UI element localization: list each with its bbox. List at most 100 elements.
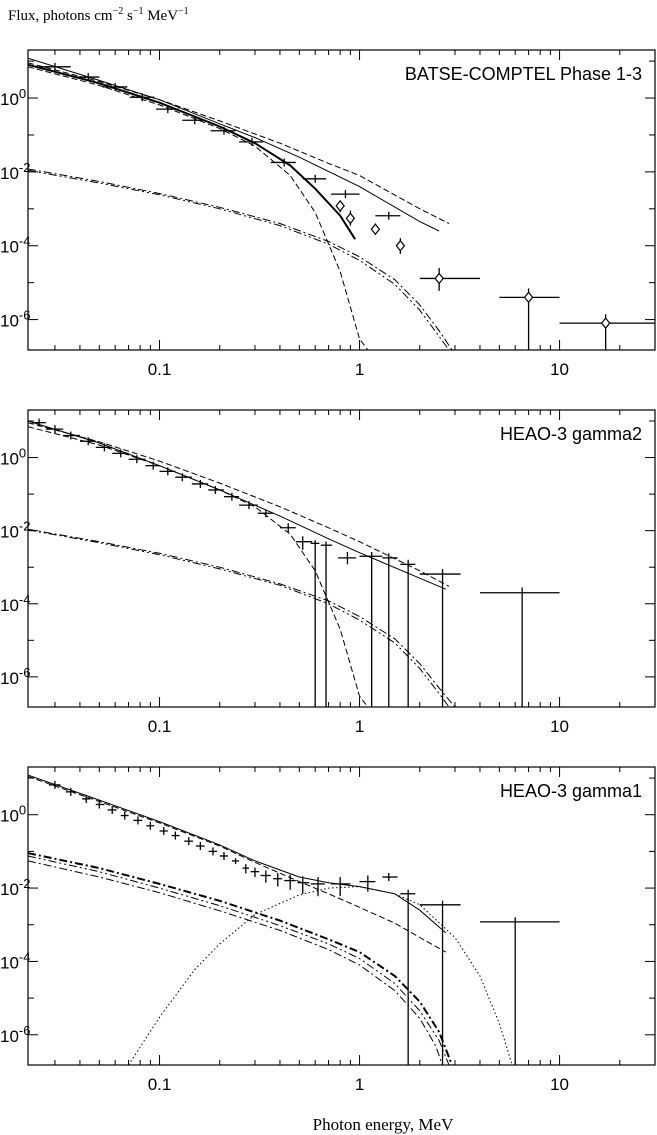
x-tick-label: 10 bbox=[550, 717, 569, 736]
data-point bbox=[239, 501, 258, 510]
data-point bbox=[182, 116, 206, 125]
model-curve-solid-thick bbox=[28, 63, 356, 240]
data-point bbox=[208, 485, 224, 494]
data-point bbox=[257, 509, 274, 518]
plot-area bbox=[28, 57, 655, 350]
data-point bbox=[107, 805, 117, 814]
data-point bbox=[382, 553, 398, 707]
data-point bbox=[231, 858, 240, 865]
data-point bbox=[400, 889, 416, 1065]
panel-title: HEAO-3 gamma2 bbox=[500, 424, 642, 444]
data-point bbox=[310, 877, 325, 897]
data-point bbox=[359, 875, 376, 892]
x-tick-label: 10 bbox=[550, 1075, 569, 1094]
data-point bbox=[102, 82, 128, 91]
data-point bbox=[95, 443, 113, 452]
x-tick-label: 0.1 bbox=[148, 360, 172, 379]
data-point bbox=[479, 917, 560, 1065]
data-point bbox=[279, 523, 296, 533]
data-point bbox=[112, 449, 129, 458]
data-point bbox=[133, 816, 143, 825]
y-tick-label: 10-6 bbox=[0, 665, 30, 688]
data-point bbox=[310, 540, 320, 707]
data-point bbox=[75, 73, 100, 82]
data-point bbox=[175, 473, 192, 482]
data-point bbox=[331, 190, 360, 199]
y-tick-label: 10-2 bbox=[0, 160, 30, 183]
model-curve-dashed bbox=[28, 422, 450, 587]
model-curve-dashdotdot bbox=[28, 855, 450, 1065]
data-point bbox=[65, 787, 76, 796]
panel-title: BATSE-COMPTEL Phase 1-3 bbox=[405, 64, 642, 84]
data-point bbox=[302, 174, 327, 183]
data-point bbox=[45, 425, 64, 434]
data-point bbox=[242, 864, 249, 874]
data-point bbox=[359, 552, 383, 707]
diamond-data-point bbox=[559, 314, 655, 350]
model-curve-dashdot bbox=[28, 528, 456, 707]
model-curve-dashdot-thick bbox=[28, 852, 453, 1065]
x-axis-label: Photon energy, MeV bbox=[313, 1115, 454, 1134]
plot-frame bbox=[27, 49, 656, 351]
data-point bbox=[195, 842, 205, 851]
data-point bbox=[260, 870, 271, 883]
data-point bbox=[95, 800, 105, 809]
y-tick-label: 10-4 bbox=[0, 949, 30, 972]
data-point bbox=[171, 831, 180, 840]
y-tick-label: 100 bbox=[0, 86, 26, 109]
diamond-data-point bbox=[370, 223, 381, 236]
data-point bbox=[295, 536, 313, 550]
diamond-data-point bbox=[395, 238, 406, 254]
data-point bbox=[382, 873, 398, 882]
data-point bbox=[250, 867, 260, 878]
data-point bbox=[219, 851, 229, 860]
data-point bbox=[129, 93, 155, 102]
diamond-data-point bbox=[419, 267, 480, 291]
data-point bbox=[223, 492, 240, 501]
plot-area bbox=[28, 774, 560, 1065]
data-point bbox=[337, 552, 357, 565]
data-point bbox=[39, 62, 71, 71]
y-tick-label: 10-6 bbox=[0, 1023, 30, 1046]
x-tick-label: 1 bbox=[355, 1075, 364, 1094]
data-point bbox=[210, 126, 236, 135]
data-point bbox=[297, 876, 310, 894]
x-tick-label: 10 bbox=[550, 360, 569, 379]
data-point bbox=[184, 837, 193, 846]
data-point bbox=[375, 211, 401, 220]
x-tick-label: 1 bbox=[355, 360, 364, 379]
chart-panel-3: 0.1 1 10 100 10-2 10-4 10-6 HEAO-3 gamma1 bbox=[0, 766, 656, 1094]
data-point bbox=[63, 431, 80, 440]
data-point bbox=[273, 872, 283, 887]
x-tick-label: 0.1 bbox=[148, 1075, 172, 1094]
data-point bbox=[146, 821, 155, 830]
plot-frame bbox=[27, 766, 656, 1066]
data-point bbox=[331, 877, 351, 897]
data-point bbox=[48, 780, 61, 789]
model-curve-solid-thin bbox=[28, 57, 440, 232]
y-tick-label: 10-2 bbox=[0, 519, 30, 542]
model-curve-dashdotdot bbox=[28, 169, 450, 350]
data-point bbox=[159, 467, 176, 476]
model-curve-dashed bbox=[28, 62, 450, 224]
chart-panel-1: 0.1 1 10 100 10-2 10-4 10-6 BATSE-COMPTEL Phase… bbox=[0, 49, 656, 379]
data-point bbox=[120, 811, 129, 820]
model-curve-dashed bbox=[28, 426, 369, 707]
model-curve-dashdotdot bbox=[28, 529, 450, 707]
data-point bbox=[31, 418, 46, 427]
model-curve-dashdot bbox=[28, 168, 453, 350]
model-curve-solid-thin bbox=[28, 774, 447, 934]
model-curve-dashed bbox=[28, 776, 447, 953]
y-tick-label: 10-4 bbox=[0, 592, 30, 615]
data-point bbox=[400, 559, 416, 707]
plot-frame bbox=[27, 409, 656, 708]
data-point bbox=[239, 137, 264, 146]
y-tick-label: 10-4 bbox=[0, 234, 30, 257]
model-curve-solid-thin bbox=[28, 420, 446, 590]
y-tick-label: 100 bbox=[0, 803, 26, 826]
data-point bbox=[155, 105, 179, 114]
model-curve-dashdot bbox=[28, 860, 443, 1065]
panel-title: HEAO-3 gamma1 bbox=[500, 781, 642, 801]
data-point bbox=[191, 479, 209, 488]
